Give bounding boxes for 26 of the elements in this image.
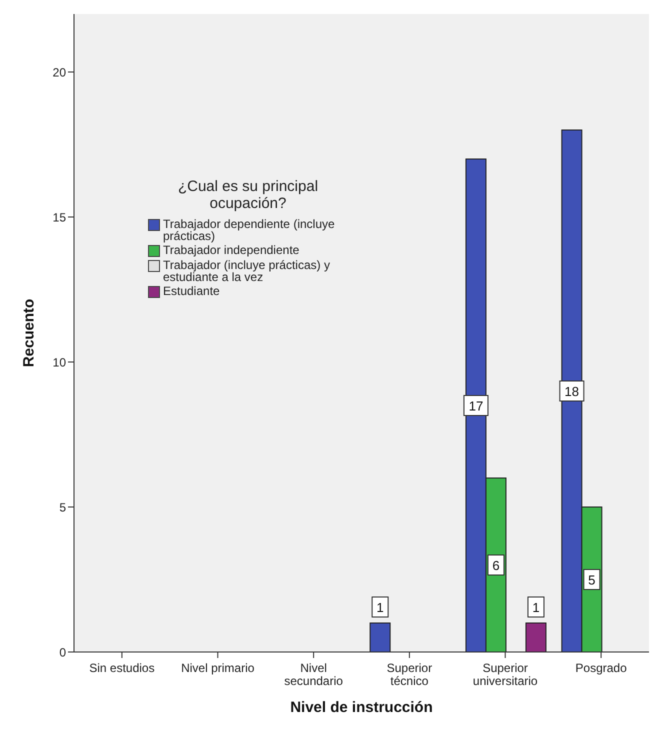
- y-tick-label: 15: [52, 210, 66, 224]
- x-tick-label: Posgrado: [575, 661, 628, 675]
- legend-label: Trabajador dependiente (incluye prácticas): [163, 217, 336, 243]
- x-tick-label: Superior universitario: [472, 661, 538, 688]
- x-axis-title: Nivel de instrucción: [290, 699, 433, 716]
- data-label: 6: [492, 558, 500, 573]
- x-tick-label: Nivel primario: [181, 661, 255, 675]
- data-label: 18: [564, 384, 580, 399]
- y-axis-title: Recuento: [20, 298, 38, 368]
- bar: [525, 622, 546, 652]
- data-label: 1: [376, 600, 384, 615]
- bar: [370, 622, 391, 652]
- y-tick-label: 20: [52, 65, 66, 80]
- y-tick-label: 5: [59, 500, 66, 514]
- y-tick-label: 0: [59, 645, 66, 660]
- legend-label: Estudiante: [163, 284, 220, 298]
- x-tick-label: Superior técnico: [386, 661, 432, 688]
- legend-label: Trabajador independiente: [163, 243, 300, 257]
- data-label: 1: [532, 600, 540, 615]
- legend-title: ¿Cual es su principal ocupación?: [176, 178, 320, 212]
- legend-label: Trabajador (incluye prácticas) y estudiante a la vez: [163, 258, 331, 284]
- data-label: 5: [588, 572, 596, 588]
- x-tick-label: Sin estudios: [89, 661, 155, 675]
- data-label: 17: [468, 398, 484, 414]
- x-tick-label: Nivel secundario: [284, 661, 344, 688]
- y-tick-label: 10: [52, 355, 66, 370]
